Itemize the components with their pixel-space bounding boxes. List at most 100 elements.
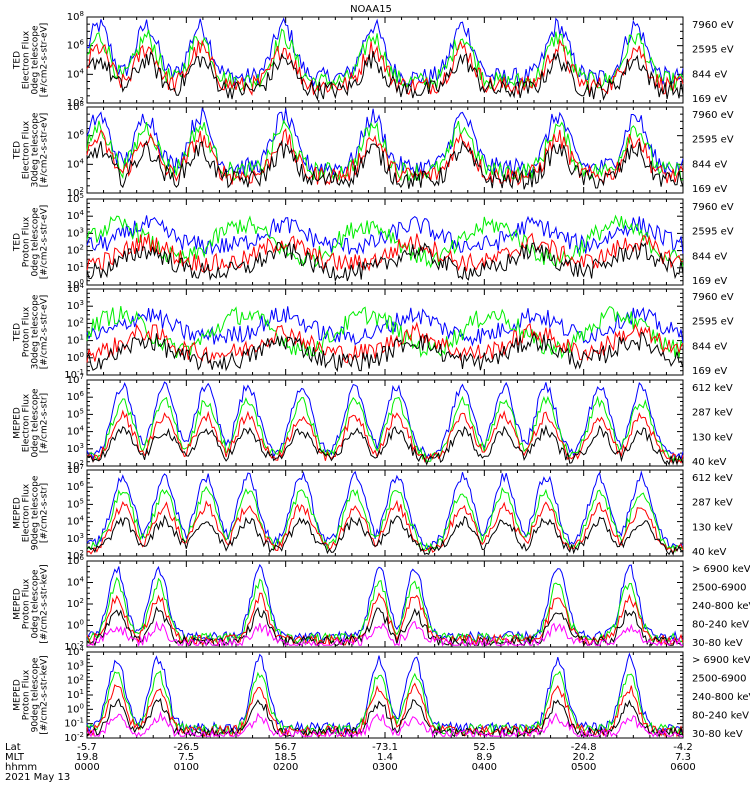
series-line-612-kev: [86, 514, 684, 556]
series-line--6900-kev: [86, 710, 683, 738]
series-line-169-ev: [86, 215, 684, 256]
series-line-2595-ev: [86, 232, 684, 273]
y-axis-label-line: 0deg telescope: [31, 388, 41, 458]
y-axis-label-line: Electron Flux: [22, 483, 32, 542]
legend-entry: 40 keV: [692, 547, 726, 558]
y-tick-label: 102: [67, 549, 84, 562]
y-axis-label-line: MEPED: [13, 407, 23, 439]
series-line-2595-ev: [86, 38, 684, 97]
series-line-2500-6900: [86, 606, 684, 648]
series-line-80-240-kev: [86, 576, 684, 645]
y-axis-label-line: TED: [13, 141, 23, 160]
legend-entry: 80-240 keV: [692, 711, 749, 722]
y-axis-label-line: [#/cm2-s-str-keV]: [40, 564, 50, 643]
legend-entry: 287 keV: [692, 498, 733, 509]
x-row-label: hhmm: [5, 762, 37, 773]
y-axis-label-line: TED: [13, 51, 23, 70]
x-tick-label-hhmm: 0200: [273, 762, 298, 773]
y-tick-label: 102: [67, 244, 84, 257]
series-line-240-800-kev: [86, 592, 684, 647]
panel-2: 102 104 106 108 TEDElectron Flux30deg telesc…: [13, 100, 734, 199]
y-axis-label-line: 90deg telescope: [31, 475, 41, 550]
y-axis-label-line: Electron Flux: [22, 393, 32, 452]
series-line-7960-ev: [86, 139, 684, 190]
y-tick-label: 102: [67, 96, 84, 109]
panel-4: 10-1 100 101 102 103 104 TEDProton Flux30deg t…: [13, 282, 734, 381]
y-tick-label: 104: [67, 67, 85, 80]
series-line-130-kev: [86, 485, 684, 553]
x-tick-label-lat: -24.8: [571, 742, 597, 753]
legend-entry: 240-800 keV: [692, 692, 750, 703]
series-line-169-ev: [86, 17, 684, 88]
legend-entry: 2500-6900: [692, 583, 747, 594]
panel-3: 100 101 102 103 104 105 TEDProton Flux0deg tel…: [13, 192, 734, 291]
panel-6: 102 103 104 105 106 107 MEPEDElectron Flux90de…: [13, 463, 733, 562]
y-axis-label-line: 90deg telescope: [31, 657, 41, 732]
y-axis-label-line: 0deg telescope: [31, 207, 41, 277]
y-tick-label: 102: [67, 316, 84, 329]
series-line-844-ev: [86, 28, 684, 92]
series-line-2500-6900: [86, 697, 684, 739]
legend-entry: 844 eV: [692, 159, 727, 170]
legend-entry: 2595 eV: [692, 45, 734, 56]
x-tick-label-mlt: 20.2: [573, 752, 595, 763]
series-line-844-ev: [86, 119, 684, 182]
y-axis-label-line: [#/cm2-s-str-keV]: [40, 655, 50, 734]
y-axis-label-line: [#/cm2-s-str]: [40, 393, 50, 453]
x-tick-label-hhmm: 0600: [670, 762, 695, 773]
series-line-612-kev: [86, 424, 684, 466]
y-tick-label: 102: [67, 459, 84, 472]
legend-entry: 7960 eV: [692, 202, 734, 213]
y-tick-label: 102: [67, 597, 84, 610]
y-tick-label: 106: [67, 480, 85, 493]
legend-entry: 30-80 keV: [692, 638, 743, 649]
legend-entry: 2595 eV: [692, 135, 734, 146]
y-tick-label: 108: [67, 10, 84, 23]
x-tick-label-mlt: 18.5: [275, 752, 297, 763]
legend-entry: 130 keV: [692, 432, 733, 443]
y-tick-label: 103: [67, 442, 84, 455]
y-tick-label: 106: [67, 554, 85, 567]
y-axis-label-line: Proton Flux: [22, 578, 32, 629]
x-tick-label-hhmm: 0500: [571, 762, 596, 773]
y-axis-label-line: 0deg telescope: [31, 25, 41, 95]
x-tick-label-lat: -5.7: [77, 742, 97, 753]
panel-frame: [86, 288, 684, 376]
y-axis-label-line: Proton Flux: [22, 669, 32, 720]
x-tick-label-mlt: 8.9: [476, 752, 492, 763]
y-tick-label: 10-1: [64, 368, 84, 381]
x-tick-label-hhmm: 0300: [372, 762, 397, 773]
y-axis-label-line: Electron Flux: [22, 120, 32, 179]
y-axis-label: TEDProton Flux30deg telescope[#/cm2-s-st…: [13, 294, 50, 369]
y-tick-label: 101: [67, 688, 84, 701]
y-axis-label-line: MEPED: [13, 679, 23, 711]
legend-entry: 169 eV: [692, 276, 727, 287]
y-tick-label: 104: [67, 515, 85, 528]
y-axis-label-line: Electron Flux: [22, 30, 32, 89]
y-axis-label-line: MEPED: [13, 588, 23, 620]
x-tick-label-mlt: 1.4: [377, 752, 393, 763]
y-axis-label: TEDElectron Flux0deg telescope[#/cm2-s-s…: [13, 23, 50, 98]
y-axis-label: MEPEDElectron Flux90deg telescope[#/cm2-…: [13, 475, 50, 550]
y-tick-label: 105: [67, 192, 84, 205]
y-tick-label: 102: [67, 186, 84, 199]
legend-entry: 240-800 keV: [692, 601, 750, 612]
y-tick-label: 101: [67, 334, 84, 347]
y-axis-label-line: Proton Flux: [22, 306, 32, 357]
legend-entry: 7960 eV: [692, 20, 734, 31]
y-axis-label: MEPEDProton Flux90deg telescope[#/cm2-s-…: [13, 655, 50, 734]
x-tick-label-lat: 52.5: [473, 742, 495, 753]
legend-entry: 287 keV: [692, 408, 733, 419]
legend-entry: 612 keV: [692, 383, 733, 394]
y-tick-label: 103: [67, 659, 84, 672]
y-tick-label: 104: [67, 645, 85, 658]
x-tick-label-hhmm: 0000: [74, 762, 99, 773]
legend-entry: 7960 eV: [692, 292, 734, 303]
x-tick-label-lat: -26.5: [173, 742, 199, 753]
series-line-169-ev: [86, 306, 684, 347]
series-line-169-ev: [86, 107, 684, 178]
legend-entry: > 6900 keV: [692, 564, 750, 575]
y-tick-label: 104: [67, 282, 85, 295]
